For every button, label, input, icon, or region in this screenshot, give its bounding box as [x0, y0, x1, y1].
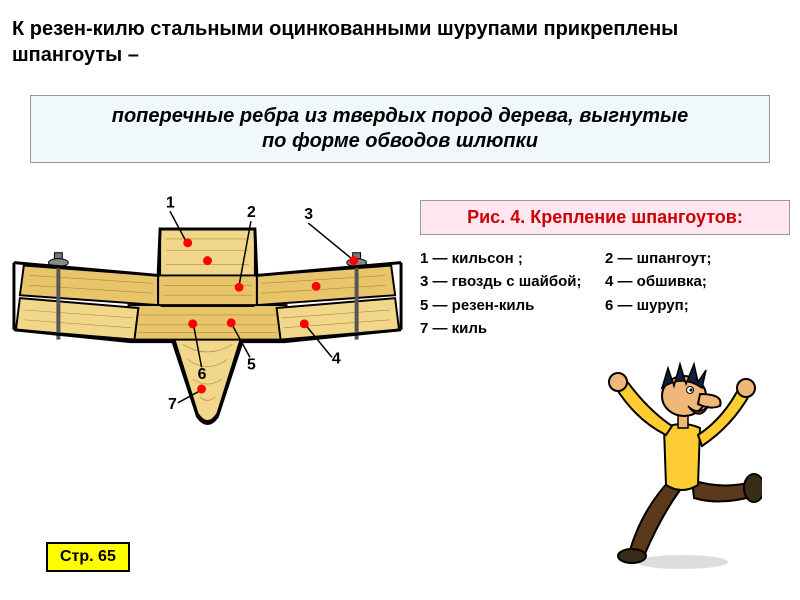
legend-area: Рис. 4. Крепление шпангоутов: 1 — кильсо…	[420, 200, 790, 340]
legend-item-6: 6 — шуруп;	[605, 294, 790, 317]
legend-item-3: 3 — гвоздь с шайбой;	[420, 270, 605, 293]
legend-list: 1 — кильсон ; 2 — шпангоут; 3 — гвоздь с…	[420, 247, 790, 340]
legend-item-5: 5 — резен-киль	[420, 294, 605, 317]
label-1: 1	[166, 194, 175, 211]
heading-line1: К резен-килю стальными оцинкованными шур…	[12, 18, 678, 40]
legend-item-4: 4 — обшивка;	[605, 270, 790, 293]
frame-diagram-svg: 1 2 3 4 5 6 7	[10, 180, 405, 440]
heading-line2: шпангоуты –	[12, 44, 139, 66]
figure-title: Рис. 4. Крепление шпангоутов:	[420, 200, 790, 235]
cartoon-svg	[602, 350, 762, 570]
label-5: 5	[247, 356, 256, 373]
label-3: 3	[304, 206, 313, 223]
label-2: 2	[247, 204, 256, 221]
label-6: 6	[198, 366, 207, 383]
legend-item-1: 1 — кильсон ;	[420, 247, 605, 270]
legend-item-7: 7 — киль	[420, 317, 605, 340]
definition-box: поперечные ребра из твердых пород дерева…	[30, 95, 770, 163]
page-reference: Стр. 65	[46, 542, 130, 572]
heading-text: К резен-килю стальными оцинкованными шур…	[12, 16, 788, 68]
legend-item-2: 2 — шпангоут;	[605, 247, 790, 270]
cartoon-character	[602, 350, 762, 570]
page-root: К резен-килю стальными оцинкованными шур…	[0, 0, 800, 600]
diagram-frame: 1 2 3 4 5 6 7	[10, 180, 405, 440]
definition-line1: поперечные ребра из твердых пород дерева…	[112, 105, 688, 127]
label-4: 4	[332, 350, 341, 367]
label-7: 7	[168, 396, 177, 413]
definition-line2: по форме обводов шлюпки	[262, 130, 538, 152]
